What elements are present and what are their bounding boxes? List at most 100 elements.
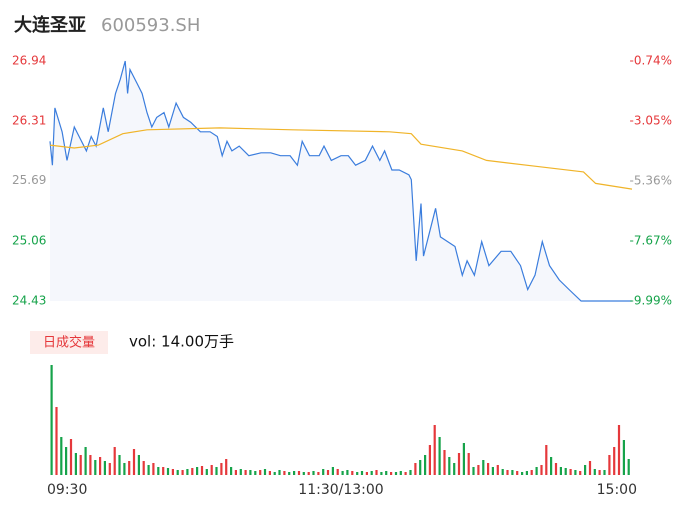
- volume-bar: [176, 470, 179, 475]
- volume-bar: [69, 439, 73, 475]
- volume-bar: [506, 470, 509, 475]
- x-tick-label: 09:30: [47, 482, 87, 498]
- y2-tick-label: -7.67%: [630, 233, 672, 247]
- volume-bar: [521, 472, 524, 475]
- volume-bar: [152, 463, 155, 475]
- volume-bar: [268, 471, 271, 475]
- volume-bar: [108, 463, 111, 475]
- volume-bar: [443, 450, 446, 475]
- volume-bar: [322, 469, 325, 475]
- volume-bar: [215, 467, 218, 475]
- average-line: [49, 127, 633, 190]
- volume-bar: [312, 471, 315, 475]
- volume-bar: [65, 447, 68, 475]
- volume-bar: [491, 467, 494, 475]
- y-tick-label: 24.43: [12, 294, 46, 308]
- volume-bar: [356, 472, 359, 475]
- volume-bar: [278, 470, 281, 475]
- volume-bar: [399, 471, 402, 475]
- volume-bar: [370, 471, 373, 475]
- price-line: [49, 60, 632, 302]
- volume-button-bg[interactable]: [30, 331, 108, 354]
- volume-bar: [317, 472, 320, 475]
- volume-bar: [404, 472, 407, 475]
- volume-bar: [487, 463, 490, 475]
- volume-bar: [210, 465, 213, 475]
- volume-bar: [326, 470, 330, 475]
- volume-bar: [419, 460, 422, 475]
- volume-bar: [230, 467, 233, 475]
- volume-bar: [588, 461, 592, 475]
- volume-bar: [467, 453, 470, 475]
- volume-bar: [147, 465, 150, 475]
- volume-bar: [283, 471, 286, 475]
- volume-bar: [220, 463, 223, 475]
- volume-bar: [365, 472, 368, 475]
- volume-bar: [181, 470, 184, 475]
- volume-bar: [545, 445, 548, 475]
- volume-bar: [433, 425, 436, 475]
- volume-bar: [622, 440, 625, 475]
- y-tick-label: 26.94: [12, 54, 46, 68]
- volume-bar: [128, 461, 131, 475]
- volume-bar: [50, 365, 53, 475]
- volume-bar: [113, 447, 116, 475]
- volume-bar: [477, 465, 480, 475]
- volume-bar: [239, 469, 242, 475]
- volume-bar: [351, 471, 354, 475]
- volume-bar: [288, 472, 291, 475]
- volume-button[interactable]: 日成交量: [43, 335, 95, 351]
- chart-subtitle: 600593.SH: [101, 15, 200, 36]
- volume-bar: [554, 463, 558, 475]
- volume-bar: [608, 455, 611, 475]
- volume-bar: [118, 455, 121, 475]
- volume-bar: [157, 467, 160, 475]
- volume-bar: [559, 467, 562, 475]
- volume-bar: [89, 455, 92, 475]
- volume-bar: [297, 471, 301, 475]
- volume-bar: [617, 425, 621, 475]
- volume-bar: [263, 469, 267, 475]
- y2-tick-label: -3.05%: [630, 113, 672, 127]
- volume-bar: [564, 468, 567, 475]
- volume-bar: [482, 460, 485, 475]
- volume-label: vol: 14.00万手: [129, 333, 234, 351]
- volume-bar: [99, 457, 102, 475]
- volume-bar: [123, 463, 126, 475]
- volume-bar: [390, 472, 393, 475]
- volume-bar: [186, 469, 189, 475]
- volume-bar: [234, 470, 237, 475]
- volume-bar: [341, 471, 344, 475]
- volume-bar: [424, 455, 427, 475]
- volume-bar: [375, 470, 378, 475]
- y2-tick-label: -9.99%: [630, 294, 672, 308]
- volume-bar: [55, 407, 58, 475]
- volume-bar: [307, 472, 310, 475]
- volume-bar: [273, 472, 276, 475]
- volume-bar: [530, 470, 533, 475]
- volume-bar: [457, 453, 461, 475]
- y-tick-label: 25.69: [12, 173, 46, 187]
- volume-bar: [516, 471, 519, 475]
- volume-bar: [103, 461, 106, 475]
- volume-bar: [74, 453, 77, 475]
- volume-bar: [598, 470, 601, 475]
- volume-bar: [438, 437, 441, 475]
- volume-bar: [593, 469, 596, 475]
- volume-bar: [205, 469, 208, 475]
- volume-bar: [142, 461, 145, 475]
- volume-bar: [472, 467, 475, 475]
- volume-bar: [162, 467, 165, 475]
- y-tick-label: 25.06: [12, 233, 46, 247]
- price-line-area: [50, 61, 632, 301]
- volume-bar: [254, 471, 257, 475]
- volume-bar: [191, 468, 194, 475]
- y2-tick-label: -5.36%: [630, 173, 672, 187]
- volume-bar: [428, 445, 431, 475]
- volume-bar: [196, 467, 199, 475]
- volume-bar: [244, 470, 247, 475]
- volume-bar: [293, 471, 296, 475]
- volume-bar: [331, 467, 334, 475]
- x-tick-label: 11:30/13:00: [298, 482, 383, 498]
- volume-bar: [550, 457, 553, 475]
